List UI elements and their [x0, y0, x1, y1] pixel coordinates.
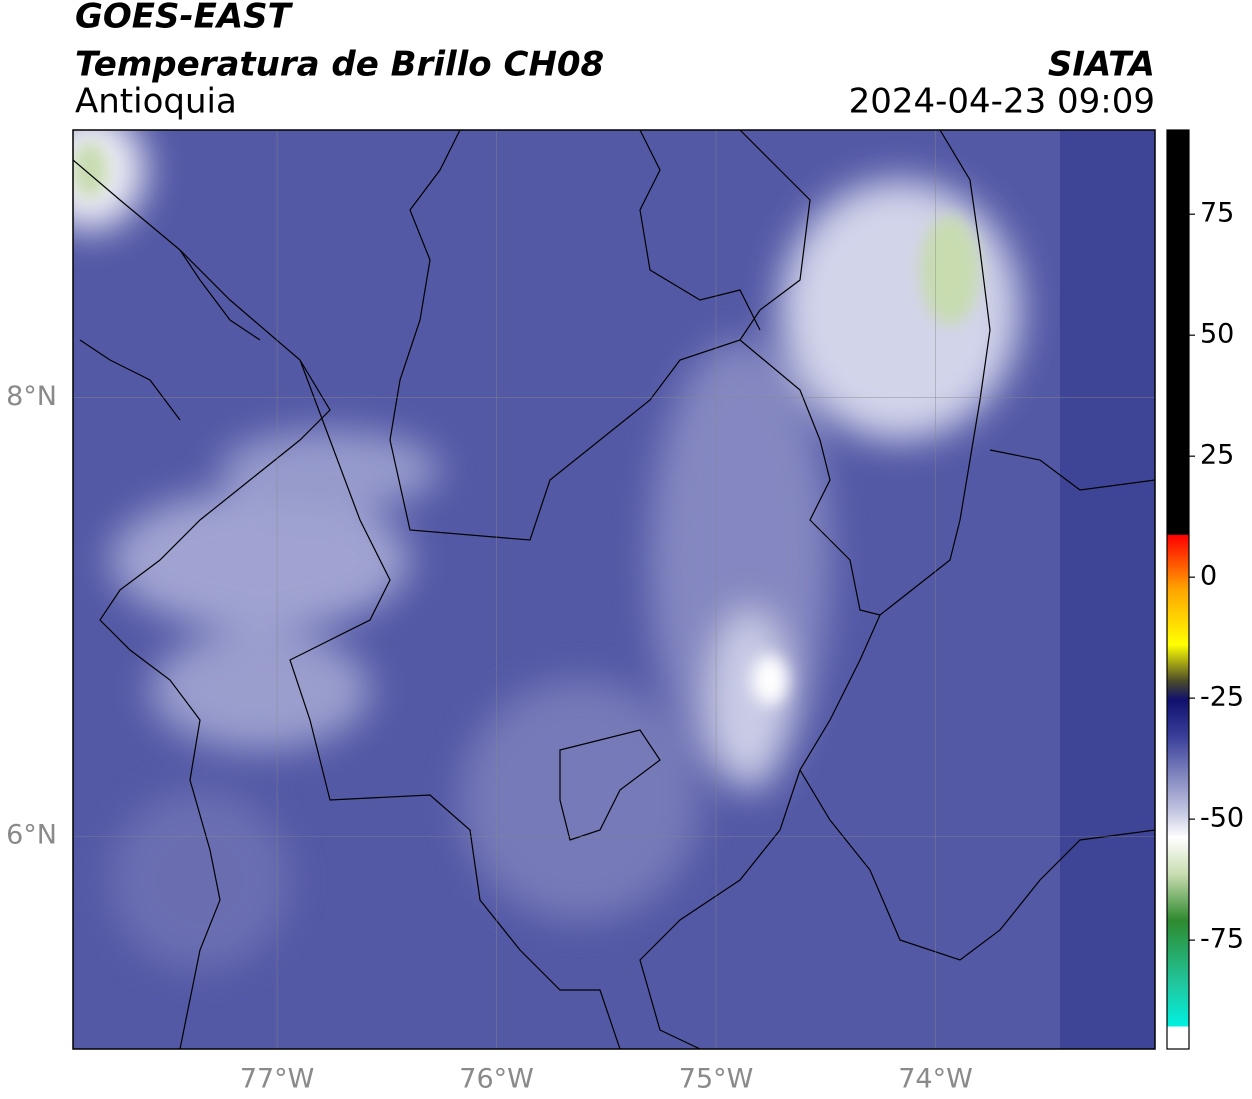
timestamp: 2024-04-23 09:09: [849, 82, 1155, 122]
subtitle: Temperatura de Brillo CH08: [75, 45, 604, 85]
source: SIATA: [1048, 45, 1155, 85]
x-tick-label: 74°W: [898, 1064, 973, 1095]
x-tick-label: 76°W: [459, 1064, 534, 1095]
region: Antioquia: [75, 82, 237, 122]
graticule: [73, 130, 1155, 1049]
colorbar-tick-label: 50: [1200, 319, 1234, 350]
colorbar-tick-label: -75: [1200, 924, 1244, 955]
colorbar-tick-label: -50: [1200, 803, 1244, 834]
y-tick-label: 8°N: [6, 381, 57, 412]
y-tick-label: 6°N: [6, 820, 57, 851]
x-tick-label: 77°W: [240, 1064, 315, 1095]
x-tick-label: 75°W: [679, 1064, 754, 1095]
colorbar-tick-label: 25: [1200, 440, 1234, 471]
colorbar-tick-label: -25: [1200, 682, 1244, 713]
satellite-image: [73, 130, 1155, 1049]
colorbar: [1166, 129, 1190, 1050]
map-frame: [72, 129, 1156, 1050]
colorbar-tick-label: 75: [1200, 198, 1234, 229]
colorbar-ticks: -75 -50 -25 0 25 50 75: [1189, 198, 1244, 955]
colorbar-tick-label: 0: [1200, 561, 1217, 592]
title: GOES-EAST: [75, 0, 294, 37]
